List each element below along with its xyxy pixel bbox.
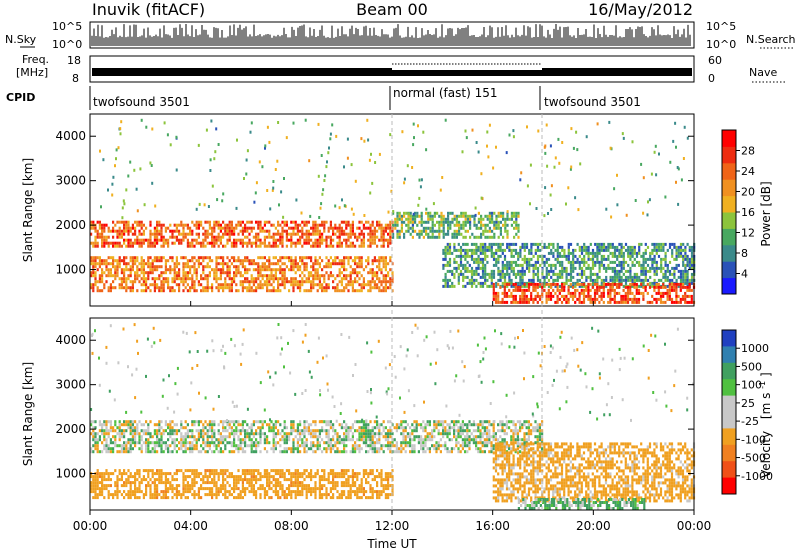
colorbar-tick-label: -25: [741, 415, 759, 428]
power-ylabel: Slant Range [km]: [21, 158, 35, 262]
freq-right-tick-bottom: 0: [708, 72, 715, 85]
colorbar-tick-label: 25: [741, 397, 755, 410]
noise-left-label: N.Sky: [5, 33, 37, 46]
power-panel: 1000 2000 3000 4000 Slant Range [km]: [21, 113, 696, 307]
range-tick-label: 2000: [55, 422, 86, 436]
cpid-segment-label: twofsound 3501: [93, 95, 190, 109]
time-tick-label: 04:00: [173, 519, 208, 533]
power-y-axis: 1000 2000 3000 4000: [55, 129, 694, 277]
time-tick-label: 16:00: [475, 519, 510, 533]
range-tick-label: 2000: [55, 218, 86, 232]
colorbar-tick-label: -500: [741, 452, 766, 465]
noise-panel: N.Sky 10^5 10^0 10^5 10^0 N.Search: [5, 20, 796, 51]
station-title: Inuvik (fitACF): [92, 0, 205, 19]
colorbar-tick-label: -100: [741, 433, 766, 446]
range-tick-label: 3000: [55, 378, 86, 392]
colorbar-tick-label: 20: [741, 186, 755, 199]
colorbar-tick-label: 8: [741, 247, 748, 260]
velocity-colorbar-name: Velocity: [759, 431, 773, 478]
velocity-ylabel: Slant Range [km]: [21, 362, 35, 466]
power-heatmap: [90, 118, 696, 304]
colorbar-tick-label: 24: [741, 165, 755, 178]
colorbar-tick-label: 100: [741, 379, 762, 392]
noise-right-label: N.Search: [746, 33, 796, 46]
noise-left-tick-bottom: 10^0: [52, 38, 82, 51]
nave-label: Nave: [749, 66, 777, 79]
velocity-panel: 1000 2000 3000 4000 Slant Range [km]: [21, 317, 696, 511]
time-tick-label: 00:00: [677, 519, 712, 533]
velocity-colorbar-units-close: ]: [759, 372, 773, 377]
time-tick-label: 00:00: [73, 519, 108, 533]
range-tick-label: 1000: [55, 263, 86, 277]
colorbar-tick-label: 12: [741, 227, 755, 240]
colorbar-tick-label: 28: [741, 145, 755, 158]
freq-right-tick-top: 60: [708, 54, 722, 67]
time-tick-label: 08:00: [274, 519, 309, 533]
time-axis-label: Time UT: [366, 537, 417, 551]
noise-right-tick-top: 10^5: [706, 20, 736, 33]
beam-title: Beam 00: [356, 0, 428, 19]
time-tick-label: 12:00: [375, 519, 410, 533]
power-colorbar: 4 8 12 16 20 24 28: [721, 129, 755, 295]
freq-left-tick-bottom: 8: [72, 72, 79, 85]
freq-left-tick-top: 18: [67, 54, 81, 67]
colorbar-tick-label: 16: [741, 206, 755, 219]
noise-right-tick-bottom: 10^0: [706, 38, 736, 51]
noise-left-tick-top: 10^5: [52, 20, 82, 33]
power-colorbar-label: Power [dB]: [759, 181, 773, 246]
range-tick-label: 4000: [55, 129, 86, 143]
cpid-row: CPID twofsound 3501 normal (fast) 151 tw…: [6, 86, 641, 110]
time-axis: 00:00 04:00 08:00 12:00 16:00 20:00 00:00: [73, 301, 712, 533]
cpid-segment-label: normal (fast) 151: [393, 86, 497, 100]
velocity-colorbar: 1000 500 100 25 -25 -100 -500 -1000: [721, 329, 773, 495]
range-tick-label: 4000: [55, 333, 86, 347]
velocity-colorbar-units: [m s: [759, 393, 773, 419]
cpid-segment-label: twofsound 3501: [544, 95, 641, 109]
velocity-colorbar-label: Velocity [m s -1 ]: [754, 372, 773, 478]
velocity-y-axis: 1000 2000 3000 4000: [55, 333, 694, 481]
range-tick-label: 1000: [55, 467, 86, 481]
colorbar-tick-label: -1000: [741, 470, 773, 483]
colorbar-tick-label: 4: [741, 268, 748, 281]
noise-trace: [91, 24, 691, 46]
time-tick-label: 20:00: [576, 519, 611, 533]
cpid-label: CPID: [6, 91, 35, 104]
velocity-colorbar-units-exp: -1: [758, 381, 767, 389]
freq-label-line2: [MHz]: [16, 66, 48, 79]
freq-label-line1: Freq.: [22, 53, 49, 66]
date-title: 16/May/2012: [588, 0, 693, 19]
colorbar-tick-label: 500: [741, 360, 762, 373]
freq-panel: Freq. [MHz] 18 8 60 0 Nave: [16, 53, 785, 85]
range-tick-label: 3000: [55, 174, 86, 188]
colorbar-tick-label: 1000: [741, 342, 769, 355]
